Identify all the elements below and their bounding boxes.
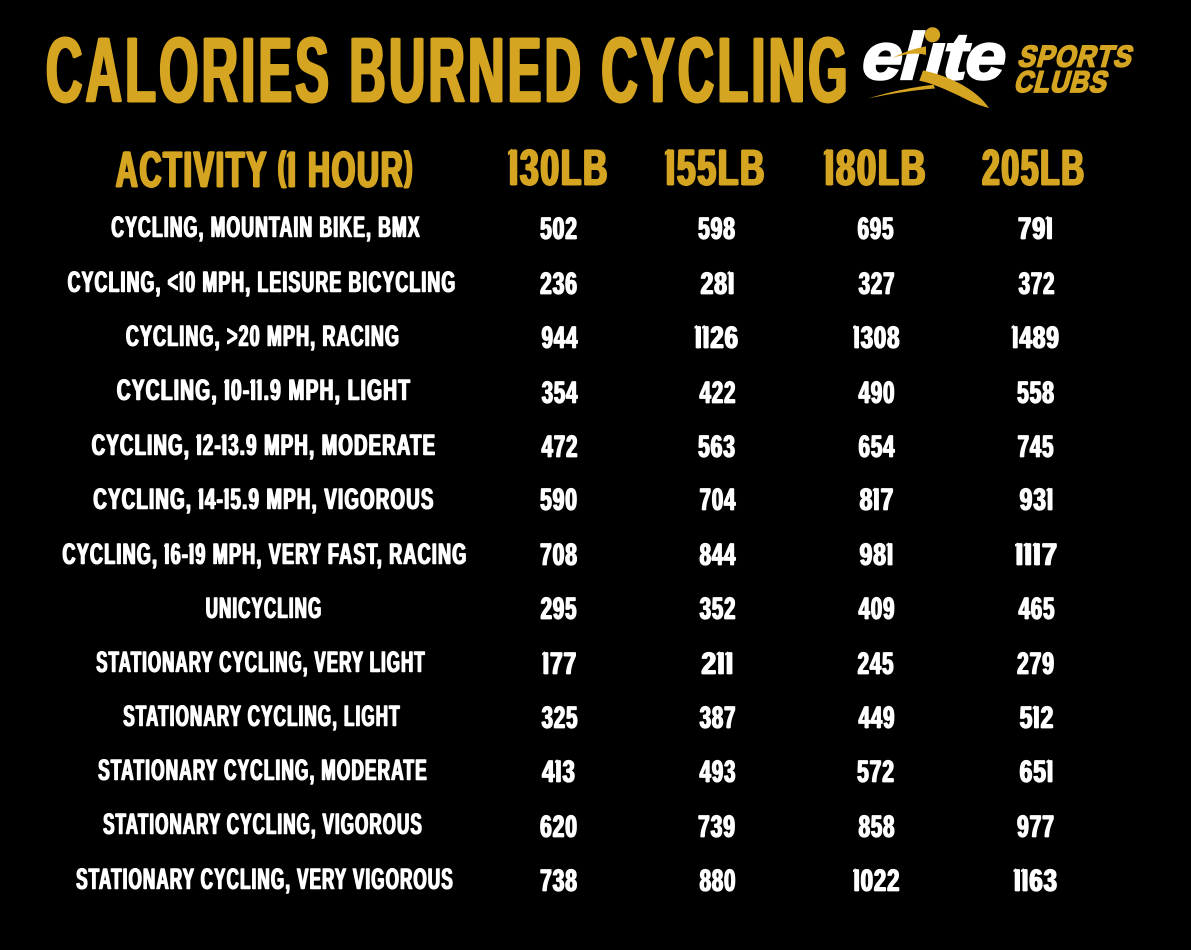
svg-text:CLUBS: CLUBS bbox=[1011, 65, 1113, 98]
svg-text:SPORTS: SPORTS bbox=[1015, 40, 1138, 73]
